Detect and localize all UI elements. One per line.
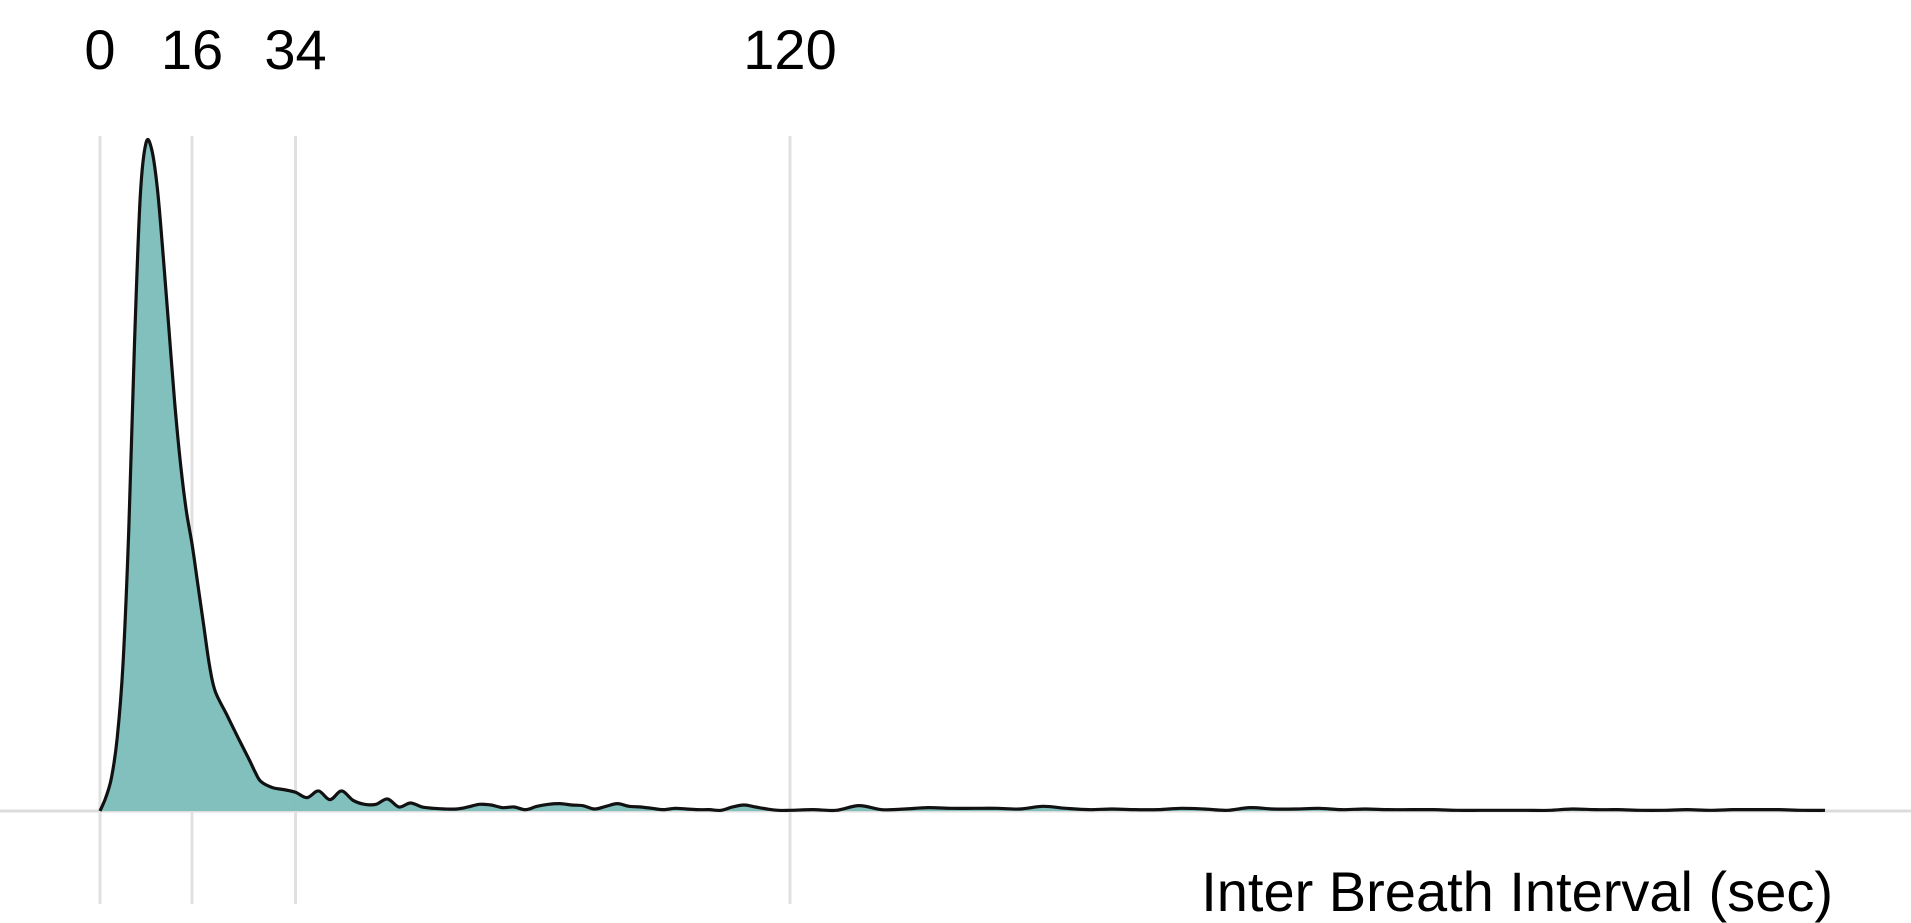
x-tick-labels: 0 16 34 120 bbox=[84, 18, 836, 81]
density-area-group bbox=[98, 138, 1826, 813]
x-axis-title: Inter Breath Interval (sec) bbox=[1201, 860, 1833, 923]
density-curve bbox=[98, 138, 1826, 813]
density-area bbox=[100, 139, 1825, 812]
x-tick-label-120: 120 bbox=[743, 18, 836, 81]
x-tick-label-16: 16 bbox=[161, 18, 223, 81]
x-tick-label-0: 0 bbox=[84, 18, 115, 81]
x-tick-label-34: 34 bbox=[264, 18, 326, 81]
